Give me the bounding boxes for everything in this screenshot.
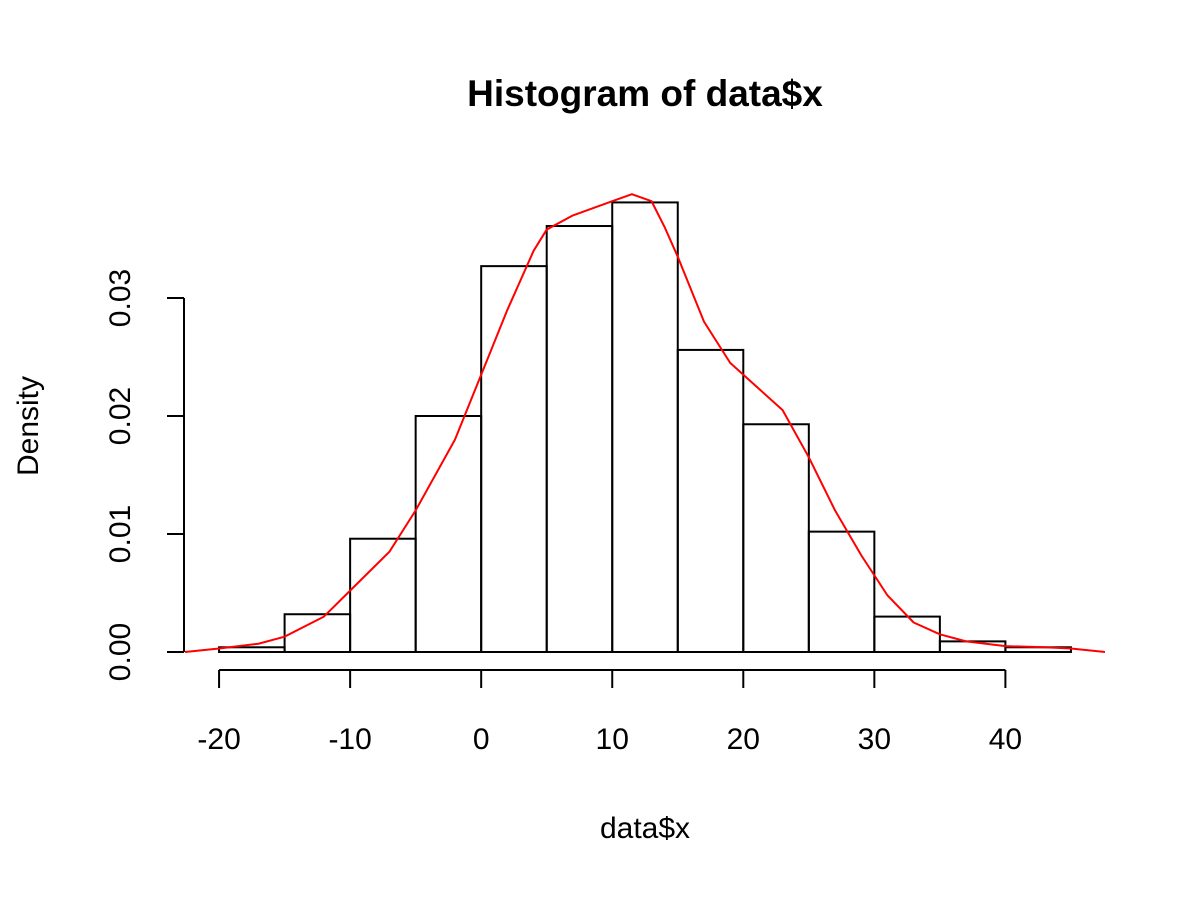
- bar: [807, 530, 876, 654]
- y-tick-label: 0.01: [104, 505, 137, 563]
- x-tick-label: 30: [858, 723, 891, 756]
- density-line: [184, 193, 1106, 653]
- y-tick-label: 0.02: [104, 387, 137, 445]
- x-tick-label: -10: [328, 723, 371, 756]
- x-tick-label: -20: [197, 723, 240, 756]
- x-tick-label: 0: [473, 723, 490, 756]
- y-axis-label: Density: [12, 376, 45, 476]
- chart-title: Histogram of data$x: [467, 73, 823, 114]
- y-tick-label: 0.03: [104, 269, 137, 327]
- x-tick-label: 20: [727, 723, 760, 756]
- x-axis-label: data$x: [600, 812, 690, 845]
- x-tick-label: 10: [596, 723, 629, 756]
- y-tick-label: 0.00: [104, 623, 137, 681]
- x-tick-label: 40: [989, 723, 1022, 756]
